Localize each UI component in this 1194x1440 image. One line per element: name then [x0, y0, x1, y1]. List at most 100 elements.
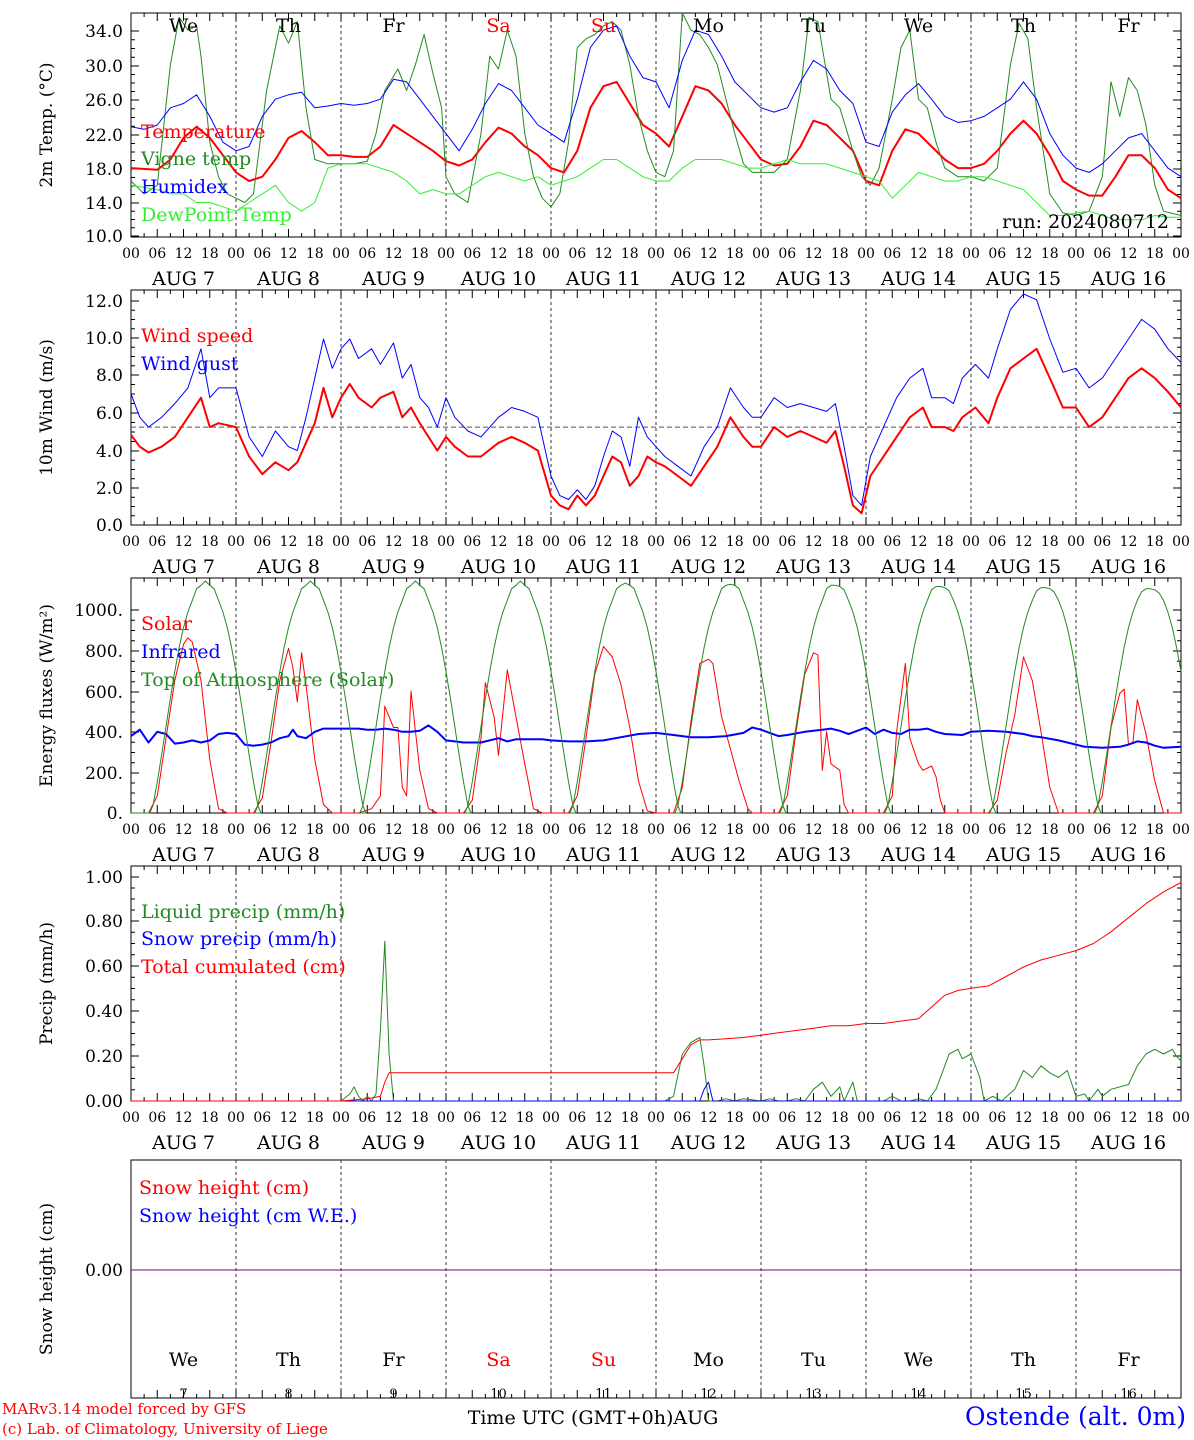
y-axis-label: Energy fluxes (W/m²) [37, 604, 57, 787]
hour-tick-label: 06 [673, 822, 691, 838]
hour-tick-label: 06 [988, 534, 1006, 550]
hour-tick-label: 12 [805, 246, 823, 262]
y-tick-label: 4.0 [96, 442, 123, 462]
weekday-label: Su [591, 1349, 616, 1371]
date-label: AUG 12 [670, 844, 746, 866]
date-label: AUG 10 [460, 1132, 536, 1154]
date-label: AUG 13 [775, 1132, 851, 1154]
y-tick-label: 200. [85, 764, 123, 784]
hour-tick-label: 18 [1146, 246, 1164, 262]
date-label: AUG 16 [1090, 844, 1166, 866]
hour-tick-label: 00 [542, 246, 560, 262]
legend-entry: Vigne temp [140, 148, 251, 170]
hour-tick-label: 00 [1067, 822, 1085, 838]
hour-tick-label: 00 [857, 822, 875, 838]
hour-tick-label: 06 [358, 534, 376, 550]
hour-tick-label: 06 [673, 534, 691, 550]
hour-tick-label: 18 [1041, 822, 1059, 838]
date-label: AUG 11 [565, 1132, 641, 1154]
hour-tick-label: 12 [280, 534, 298, 550]
day-number-label: 8 [284, 1387, 292, 1402]
date-label: AUG 13 [775, 556, 851, 578]
y-tick-label: 22.0 [85, 126, 123, 146]
hour-tick-label: 18 [831, 822, 849, 838]
y-axis-label: Precip (mm/h) [37, 922, 57, 1045]
hour-tick-label: 12 [385, 822, 403, 838]
weekday-label: Sa [486, 15, 510, 37]
hour-tick-label: 12 [385, 246, 403, 262]
hour-tick-label: 06 [778, 1110, 796, 1126]
day-number-label: 7 [179, 1387, 187, 1402]
hour-tick-label: 06 [673, 1110, 691, 1126]
hour-tick-label: 12 [595, 1110, 613, 1126]
hour-tick-label: 06 [883, 246, 901, 262]
y-tick-label: 0.00 [85, 1092, 123, 1112]
hour-tick-label: 18 [831, 1110, 849, 1126]
hour-tick-label: 06 [253, 246, 271, 262]
hour-tick-label: 06 [568, 1110, 586, 1126]
hour-tick-label: 12 [700, 1110, 718, 1126]
y-tick-label: 0.80 [85, 912, 123, 932]
series-vigne-temp [130, 12, 1182, 216]
hour-tick-label: 00 [332, 246, 350, 262]
weekday-label: Fr [1117, 15, 1140, 37]
hour-tick-label: 06 [463, 534, 481, 550]
panel-4 [130, 865, 1182, 1102]
date-label: AUG 11 [565, 556, 641, 578]
date-label: AUG 12 [670, 268, 746, 290]
hour-tick-label: 00 [962, 822, 980, 838]
hour-tick-label: 18 [936, 1110, 954, 1126]
weekday-label: We [904, 15, 933, 37]
hour-tick-label: 06 [463, 1110, 481, 1126]
hour-tick-label: 18 [411, 822, 429, 838]
date-label: AUG 15 [985, 1132, 1061, 1154]
hour-tick-label: 06 [1093, 822, 1111, 838]
hour-tick-label: 00 [962, 246, 980, 262]
hour-tick-label: 18 [516, 822, 534, 838]
series-top-of-atmosphere-solar- [131, 580, 1182, 814]
legend-entry: Top of Atmosphere (Solar) [141, 669, 394, 691]
hour-tick-label: 12 [175, 534, 193, 550]
hour-tick-label: 18 [726, 246, 744, 262]
hour-tick-label: 18 [516, 534, 534, 550]
hour-tick-label: 12 [1015, 822, 1033, 838]
hour-tick-label: 12 [805, 822, 823, 838]
hour-tick-label: 06 [988, 246, 1006, 262]
legend-entry: Infrared [141, 641, 221, 663]
date-label: AUG 12 [670, 1132, 746, 1154]
hour-tick-label: 06 [568, 246, 586, 262]
weekday-label: Mo [693, 1349, 724, 1371]
hour-tick-label: 18 [831, 534, 849, 550]
y-tick-label: 0.20 [85, 1047, 123, 1067]
weekday-label: Tu [801, 15, 826, 37]
hour-tick-label: 18 [726, 1110, 744, 1126]
y-tick-label: 1.00 [85, 868, 123, 888]
date-label: AUG 10 [460, 556, 536, 578]
hour-tick-label: 18 [516, 1110, 534, 1126]
date-label: AUG 15 [985, 556, 1061, 578]
hour-tick-label: 06 [778, 822, 796, 838]
hour-tick-label: 12 [805, 1110, 823, 1126]
date-label: AUG 14 [880, 556, 956, 578]
hour-tick-label: 12 [910, 246, 928, 262]
date-label: AUG 9 [361, 844, 425, 866]
run-label: run: 2024080712 [1002, 211, 1169, 233]
hour-tick-label: 06 [1093, 1110, 1111, 1126]
hour-tick-label: 06 [988, 822, 1006, 838]
date-label: AUG 9 [361, 268, 425, 290]
hour-tick-label: 00 [1172, 246, 1190, 262]
hour-tick-label: 18 [1041, 246, 1059, 262]
hour-tick-label: 18 [306, 534, 324, 550]
hour-tick-label: 00 [647, 822, 665, 838]
hour-tick-label: 00 [437, 246, 455, 262]
y-axis-label: 2m Temp. (°C) [37, 62, 57, 187]
hour-tick-label: 06 [358, 1110, 376, 1126]
y-tick-label: 2.0 [96, 479, 123, 499]
hour-tick-label: 12 [280, 1110, 298, 1126]
hour-tick-label: 12 [595, 246, 613, 262]
date-label: AUG 13 [775, 268, 851, 290]
hour-tick-label: 12 [490, 822, 508, 838]
hour-tick-label: 18 [306, 822, 324, 838]
date-label: AUG 7 [151, 268, 215, 290]
date-label: AUG 14 [880, 268, 956, 290]
